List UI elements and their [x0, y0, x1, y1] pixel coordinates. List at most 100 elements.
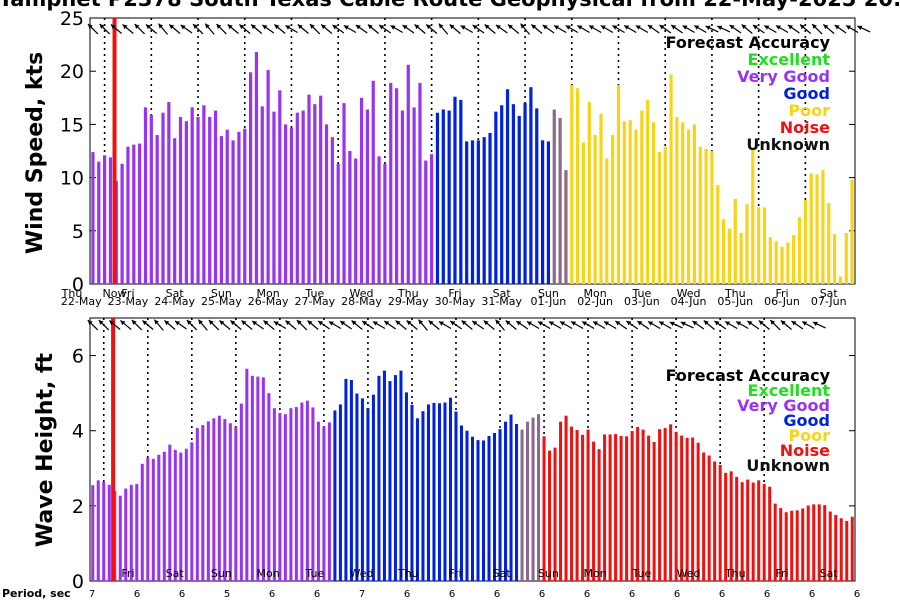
- arrow-head: [736, 321, 742, 326]
- wave-bar: [366, 408, 370, 581]
- wind-speed-axis-label: Wind Speed, kts: [23, 52, 48, 254]
- wind-direction-arrow: [378, 24, 391, 34]
- wave-direction-arrow: [680, 321, 694, 329]
- day-label: Tue: [631, 287, 651, 300]
- wind-bar: [663, 146, 667, 284]
- wave-bar: [729, 471, 733, 581]
- wave-bar: [228, 423, 232, 581]
- wave-bar: [493, 432, 497, 581]
- wind-bar: [611, 135, 615, 284]
- arrow-head: [484, 24, 490, 30]
- arrow-head: [577, 25, 583, 30]
- arrow-head: [340, 320, 346, 326]
- wave-bar: [504, 421, 508, 581]
- arrow-head: [450, 320, 456, 326]
- wind-direction-arrow: [565, 24, 579, 34]
- wave-direction-arrow: [592, 320, 606, 330]
- arrow-head: [834, 24, 840, 30]
- wave-bar: [652, 441, 656, 581]
- wind-bar: [400, 110, 405, 285]
- period-value: 6: [719, 589, 725, 600]
- wind-direction-arrow: [297, 24, 309, 34]
- wave-direction-arrow: [98, 319, 110, 331]
- wind-bar: [330, 137, 334, 284]
- wave-bar: [465, 430, 469, 581]
- chart-title: Tamphet P2378 South Texas Cable Route Ge…: [0, 0, 900, 11]
- wind-bar: [681, 122, 685, 284]
- wind-bar: [254, 52, 259, 284]
- arrow-head: [362, 320, 368, 326]
- wind-direction-arrow: [192, 23, 204, 35]
- wave-bar: [239, 403, 243, 581]
- arrow-head: [142, 320, 148, 326]
- wind-bar: [535, 108, 539, 284]
- bottom-day-label: Wed: [677, 567, 701, 580]
- period-value: 7: [359, 589, 365, 600]
- wave-ytick-label: 4: [72, 421, 84, 443]
- date-label: 29-May: [388, 295, 429, 308]
- arrow-head: [164, 320, 170, 326]
- wave-bar: [619, 435, 623, 581]
- arrow-head: [846, 25, 852, 30]
- wind-direction-arrow: [274, 24, 286, 34]
- arrow-head: [145, 24, 151, 30]
- arrow-head: [554, 25, 560, 30]
- wind-bar: [424, 160, 428, 284]
- wind-direction-arrow: [811, 23, 823, 35]
- wave-bar: [360, 398, 364, 581]
- wave-direction-arrow: [526, 320, 540, 330]
- bottom-day-label: Tue: [304, 567, 324, 580]
- wave-bar: [371, 394, 375, 581]
- wave-direction-arrow: [471, 320, 485, 330]
- wave-ytick-label: 6: [72, 346, 84, 368]
- wave-bar: [526, 421, 530, 581]
- bottom-day-label: Fri: [775, 567, 788, 580]
- wind-direction-arrow: [520, 23, 531, 35]
- wave-bar: [338, 404, 342, 581]
- arrow-head: [472, 24, 478, 30]
- day-label: Sun: [538, 287, 559, 300]
- wave-bar: [806, 505, 810, 581]
- wave-bar: [850, 516, 854, 581]
- wind-bar: [430, 154, 434, 284]
- wave-bar: [459, 425, 464, 581]
- arrow-head: [219, 320, 225, 326]
- arrow-head: [438, 321, 444, 326]
- bottom-day-label: Fri: [121, 567, 134, 580]
- wind-direction-arrow: [705, 25, 719, 33]
- arrow-head: [589, 25, 595, 30]
- period-value: 5: [224, 589, 230, 600]
- arrow-head: [395, 320, 401, 326]
- wind-bar: [517, 115, 521, 284]
- wave-direction-arrow: [724, 320, 738, 330]
- wave-direction-arrow: [164, 320, 176, 330]
- arrow-head: [520, 23, 526, 29]
- wind-bar: [546, 141, 551, 284]
- wave-direction-arrow: [735, 320, 749, 330]
- period-value: 6: [584, 589, 590, 600]
- wave-bar: [773, 503, 777, 581]
- wind-bar: [564, 170, 568, 284]
- wind-bar: [301, 110, 305, 285]
- wave-bar: [151, 458, 155, 581]
- arrow-head: [274, 24, 280, 30]
- wind-bar: [243, 128, 247, 284]
- wind-bar: [494, 111, 498, 284]
- wave-bar: [603, 434, 607, 581]
- wind-direction-arrow: [763, 24, 777, 34]
- arrow-head: [134, 24, 140, 29]
- period-value: 6: [134, 589, 140, 600]
- arrow-head: [263, 320, 269, 326]
- wind-bar: [383, 163, 387, 284]
- wave-bar: [316, 421, 320, 581]
- bottom-day-label: Fri: [448, 567, 461, 580]
- arrow-head: [205, 23, 210, 29]
- wave-bar: [399, 370, 403, 581]
- arrow-head: [612, 25, 618, 30]
- period-value: 6: [629, 589, 635, 600]
- arrow-head: [571, 321, 577, 326]
- wave-direction-arrow: [87, 319, 99, 331]
- arrow-head: [787, 24, 793, 30]
- wave-bar: [592, 441, 596, 581]
